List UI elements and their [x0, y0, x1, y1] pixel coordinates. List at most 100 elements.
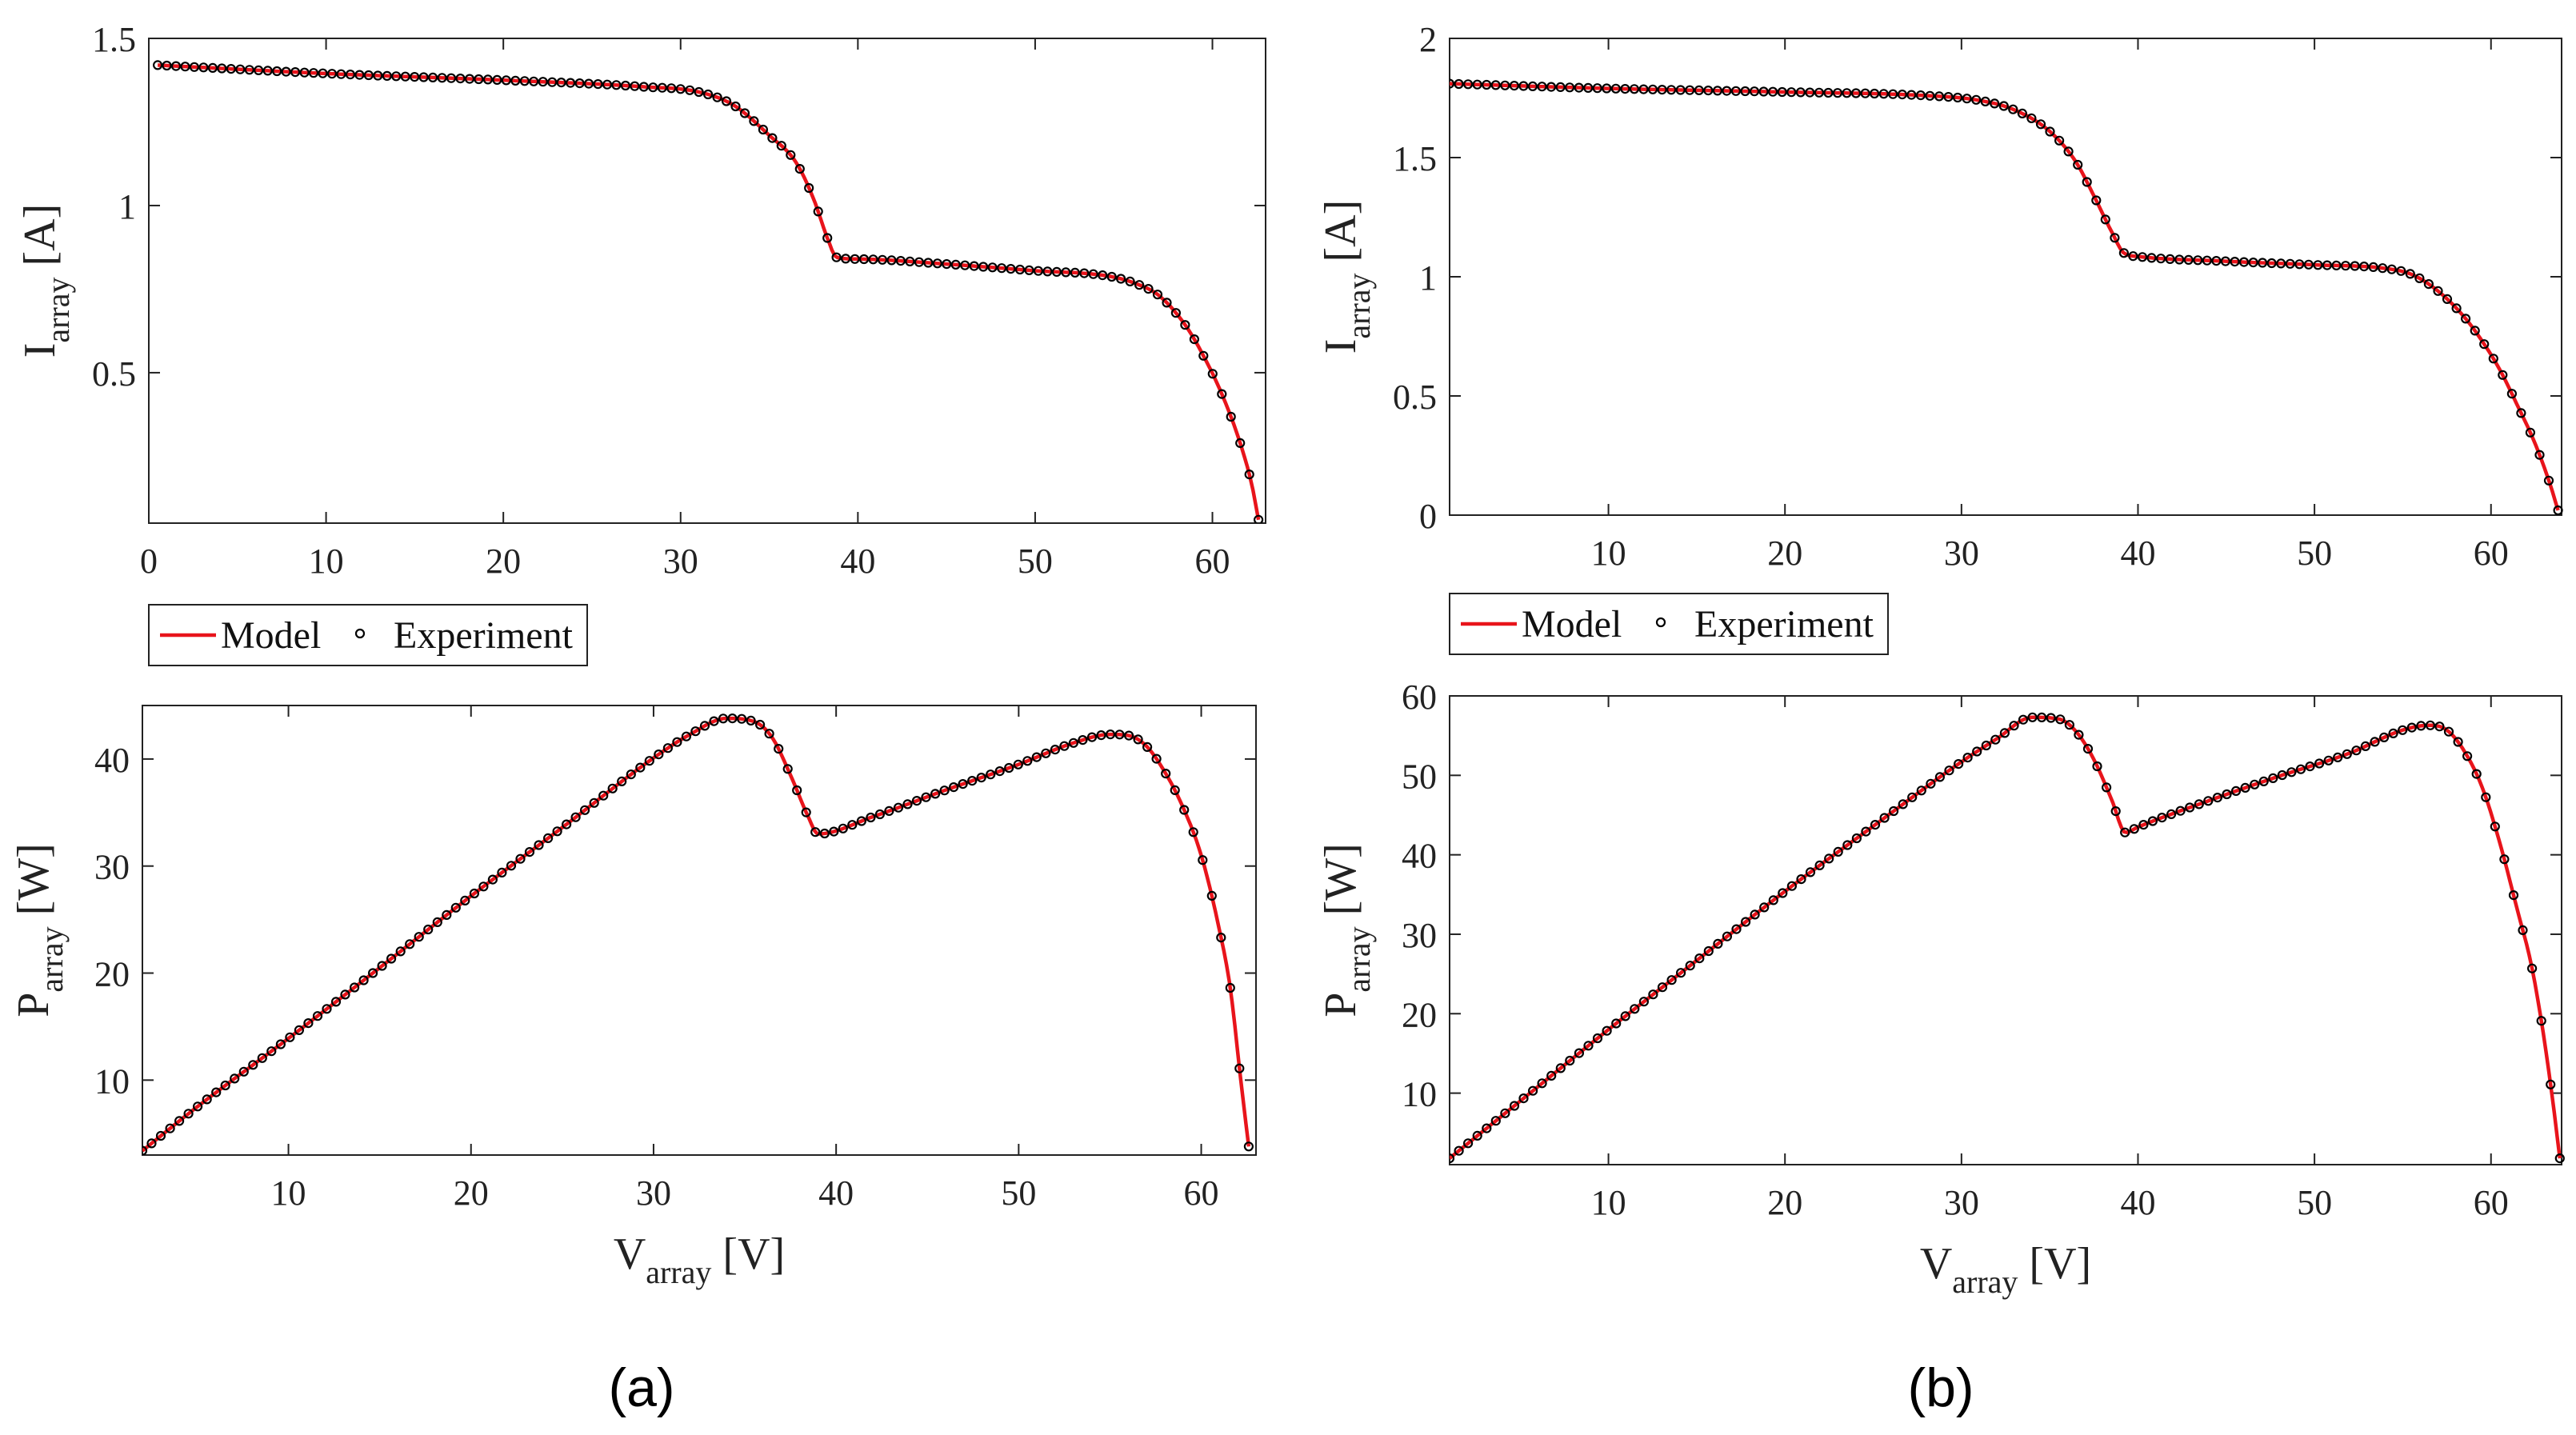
experiment-point: [767, 133, 778, 143]
experiment-point: [2546, 1079, 2556, 1089]
experiment-point: [2286, 767, 2297, 777]
experiment-point: [538, 77, 548, 87]
experiment-point: [1638, 84, 1649, 94]
experiment-point: [217, 63, 227, 74]
experiment-point: [1564, 82, 1575, 93]
experiment-point: [1944, 765, 1954, 776]
experiment-point: [2323, 755, 2334, 765]
experiment-point: [382, 70, 392, 82]
x-tick-label: 0: [140, 542, 158, 581]
experiment-point: [1096, 729, 1106, 741]
experiment-point: [611, 80, 622, 90]
experiment-point: [2202, 255, 2212, 266]
experiment-point: [2305, 761, 2315, 772]
experiment-point: [709, 716, 719, 726]
experiment-point: [813, 206, 823, 217]
experiment-point: [1450, 1153, 1455, 1164]
experiment-point: [1115, 274, 1126, 284]
experiment-point: [1537, 1078, 1547, 1089]
experiment-point: [1162, 298, 1172, 308]
y-tick-label: 10: [1402, 1075, 1437, 1114]
experiment-point: [1962, 94, 1972, 104]
experiment-point: [1592, 1033, 1603, 1044]
experiment-point: [446, 73, 457, 83]
experiment-point: [455, 73, 466, 84]
experiment-point: [542, 833, 554, 844]
experiment-point: [1685, 961, 1695, 971]
experiment-point: [1450, 78, 1455, 89]
experiment-point: [699, 721, 710, 731]
experiment-point: [2074, 729, 2084, 740]
experiment-point: [895, 256, 906, 266]
experiment-point: [1574, 1048, 1585, 1058]
y-tick-label: 1: [1419, 258, 1437, 298]
experiment-point: [923, 258, 934, 268]
experiment-point: [1500, 1108, 1510, 1118]
experiment-point: [345, 69, 355, 80]
experiment-point: [2434, 721, 2445, 732]
experiment-point: [2230, 257, 2240, 267]
experiment-point: [1152, 290, 1163, 300]
experiment-point: [574, 78, 585, 89]
experiment-point: [556, 77, 566, 88]
experiment-point: [1907, 792, 1918, 802]
experiment-point: [2248, 258, 2258, 268]
experiment-point: [174, 1116, 185, 1126]
experiment-point: [211, 1087, 222, 1097]
experiment-point: [2388, 728, 2398, 739]
experiment-point: [1555, 82, 1566, 93]
x-tick-label: 30: [663, 542, 698, 581]
experiment-point: [2359, 262, 2370, 272]
experiment-point: [657, 82, 667, 93]
experiment-point: [2268, 773, 2278, 784]
experiment-point: [275, 1039, 286, 1049]
experiment-point: [162, 60, 172, 71]
x-axis-label-sub: array: [646, 1254, 711, 1290]
legend-experiment-swatch: [1655, 617, 1666, 628]
experiment-point: [450, 902, 461, 913]
x-tick-label: 10: [1591, 534, 1626, 573]
experiment-point: [2433, 286, 2443, 296]
experiment-point: [1712, 86, 1722, 96]
experiment-point: [1079, 268, 1090, 278]
experiment-point: [2258, 258, 2268, 268]
experiment-point: [950, 259, 961, 270]
experiment-point: [2026, 113, 2037, 123]
experiment-point: [1823, 87, 1834, 98]
experiment-point: [437, 73, 447, 83]
experiment-point: [2082, 177, 2092, 187]
experiment-point: [1490, 80, 1501, 90]
experiment-point: [1051, 266, 1062, 277]
experiment-point: [607, 783, 618, 793]
experiment-point: [2508, 889, 2519, 901]
experiment-point: [230, 1073, 240, 1084]
y-tick-label: 1.5: [1393, 139, 1437, 178]
y-axis-label: Parray [W]: [9, 843, 70, 1017]
experiment-point: [2314, 758, 2325, 769]
experiment-point: [565, 78, 576, 88]
experiment-point: [1546, 1070, 1557, 1081]
experiment-point: [1217, 389, 1227, 399]
experiment-point: [377, 961, 387, 971]
experiment-point: [1125, 276, 1135, 286]
y-axis-label-unit: [W]: [1316, 843, 1366, 926]
experiment-point: [1014, 264, 1026, 275]
experiment-point: [1703, 945, 1714, 957]
legend-box: [148, 604, 588, 666]
experiment-series: [1450, 712, 2565, 1164]
experiment-point: [1833, 846, 1843, 857]
experiment-point: [1676, 968, 1686, 978]
experiment-point: [994, 765, 1005, 777]
y-tick-label: 40: [1402, 837, 1437, 876]
experiment-point: [635, 762, 646, 773]
experiment-point: [2416, 721, 2426, 731]
experiment-point: [1786, 87, 1797, 98]
x-tick-label: 20: [486, 542, 521, 581]
experiment-point: [1953, 92, 1963, 103]
experiment-point: [2471, 769, 2482, 779]
experiment-point: [487, 874, 498, 885]
experiment-point: [858, 254, 870, 265]
experiment-point: [1814, 860, 1825, 871]
experiment-point: [2046, 713, 2056, 723]
experiment-point: [226, 63, 236, 74]
